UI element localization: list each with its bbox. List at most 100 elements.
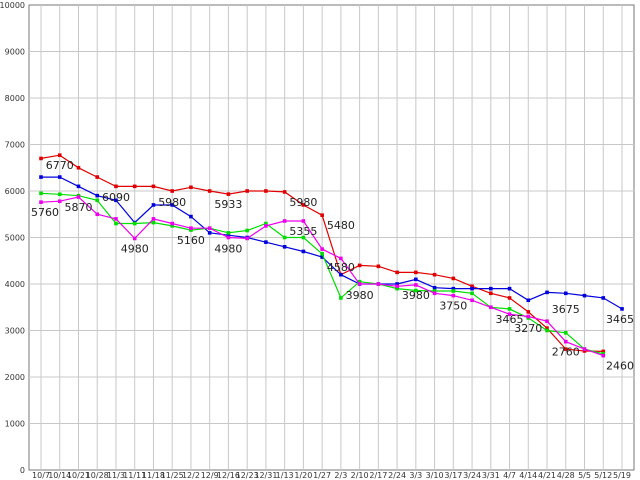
series-point-3 bbox=[170, 221, 174, 226]
series-point-0 bbox=[132, 184, 137, 189]
data-label: 3675 bbox=[552, 303, 580, 316]
series-point-1 bbox=[57, 175, 62, 179]
data-label: 3750 bbox=[439, 300, 467, 313]
series-point-1 bbox=[339, 272, 343, 277]
series-point-3 bbox=[226, 235, 231, 240]
series-point-0 bbox=[114, 184, 118, 189]
x-tick-label: 11/18 bbox=[142, 471, 165, 480]
series-point-1 bbox=[151, 203, 156, 207]
series-point-0 bbox=[207, 189, 212, 193]
y-tick-label: 5000 bbox=[5, 234, 25, 243]
series-point-1 bbox=[264, 240, 268, 244]
series-point-1 bbox=[526, 298, 531, 303]
series-point-1 bbox=[432, 285, 437, 290]
series-point-3 bbox=[301, 219, 306, 223]
series-point-1 bbox=[170, 203, 174, 207]
series-point-1 bbox=[39, 175, 43, 179]
x-tick-label: 3/24 bbox=[463, 471, 481, 480]
series-point-2 bbox=[226, 231, 231, 235]
series-point-3 bbox=[320, 247, 324, 251]
series-point-0 bbox=[170, 189, 174, 193]
series-point-2 bbox=[601, 351, 606, 356]
y-tick-label: 6000 bbox=[5, 187, 25, 196]
x-tick-label: 12/16 bbox=[217, 471, 240, 480]
x-tick-label: 1/20 bbox=[294, 471, 312, 480]
series-line-1 bbox=[41, 176, 623, 310]
x-tick-label: 12/31 bbox=[254, 471, 277, 480]
series-point-1 bbox=[114, 198, 118, 203]
series-point-3 bbox=[151, 217, 156, 221]
series-point-2 bbox=[470, 291, 474, 296]
data-labels: 6770 6090 5760 5870 5980 4980 5160 5933 4980 5980… bbox=[31, 159, 634, 372]
series-point-0 bbox=[57, 153, 62, 157]
series-point-3 bbox=[76, 195, 81, 199]
series-point-3 bbox=[545, 319, 549, 323]
series-point-2 bbox=[507, 307, 512, 311]
series-point-2 bbox=[451, 289, 456, 293]
series-point-0 bbox=[245, 189, 249, 193]
series-point-0 bbox=[226, 192, 231, 196]
series-point-2 bbox=[39, 191, 43, 196]
y-tick-label: 2000 bbox=[5, 373, 25, 382]
series-point-2 bbox=[320, 251, 324, 256]
series-point-1 bbox=[470, 286, 474, 291]
x-tick-label: 11/25 bbox=[161, 471, 184, 480]
series-point-3 bbox=[132, 236, 137, 241]
series-point-3 bbox=[357, 282, 362, 286]
x-tick-label: 3/3 bbox=[409, 471, 422, 480]
series-point-2 bbox=[414, 288, 418, 293]
series-point-2 bbox=[264, 221, 268, 226]
series-point-0 bbox=[39, 156, 43, 161]
series-point-1 bbox=[563, 291, 568, 296]
series-point-2 bbox=[282, 235, 287, 240]
series-point-0 bbox=[526, 310, 531, 314]
series-point-0 bbox=[189, 185, 193, 190]
series-point-0 bbox=[470, 284, 474, 289]
data-label: 2760 bbox=[552, 346, 580, 359]
series-point-0 bbox=[151, 184, 156, 189]
series-point-3 bbox=[451, 293, 456, 298]
series-point-2 bbox=[114, 221, 118, 226]
series-point-0 bbox=[601, 349, 606, 354]
series-point-1 bbox=[451, 286, 456, 291]
series-point-0 bbox=[395, 270, 399, 275]
data-label: 3980 bbox=[346, 289, 374, 302]
series-point-1 bbox=[76, 184, 81, 189]
series-point-3 bbox=[39, 200, 43, 204]
series-point-3 bbox=[395, 284, 399, 289]
x-tick-label: 10/21 bbox=[67, 471, 90, 480]
series-point-3 bbox=[563, 339, 568, 344]
series-point-3 bbox=[507, 312, 512, 317]
series-point-3 bbox=[95, 212, 100, 217]
x-tick-label: 4/28 bbox=[557, 471, 575, 480]
x-tick-label: 2/24 bbox=[388, 471, 406, 480]
x-tick-label: 2/3 bbox=[334, 471, 347, 480]
x-tick-label: 3/10 bbox=[426, 471, 444, 480]
data-label: 5480 bbox=[327, 219, 355, 232]
series-point-0 bbox=[320, 213, 324, 217]
series-point-0 bbox=[563, 347, 568, 351]
series-point-2 bbox=[563, 331, 568, 335]
data-label: 5870 bbox=[64, 201, 92, 214]
series-point-3 bbox=[339, 256, 343, 261]
series-point-2 bbox=[170, 224, 174, 228]
series-point-2 bbox=[301, 235, 306, 240]
data-label: 5355 bbox=[289, 225, 317, 238]
data-label: 5760 bbox=[31, 206, 59, 219]
series-point-2 bbox=[339, 296, 343, 300]
data-label: 5980 bbox=[289, 196, 317, 209]
data-label: 4980 bbox=[121, 242, 149, 255]
y-tick-label: 7000 bbox=[5, 141, 25, 150]
series-point-1 bbox=[545, 290, 549, 295]
series-point-3 bbox=[432, 291, 437, 296]
y-tick-label: 3000 bbox=[5, 327, 25, 336]
x-tick-label: 4/7 bbox=[503, 471, 516, 480]
series-point-3 bbox=[470, 298, 474, 303]
series-point-1 bbox=[414, 277, 418, 282]
series-point-1 bbox=[320, 255, 324, 259]
series-point-2 bbox=[545, 328, 549, 333]
x-tick-label: 10/28 bbox=[86, 471, 109, 480]
series-point-0 bbox=[357, 263, 362, 268]
series-point-1 bbox=[95, 193, 100, 198]
series-point-3 bbox=[189, 226, 193, 230]
